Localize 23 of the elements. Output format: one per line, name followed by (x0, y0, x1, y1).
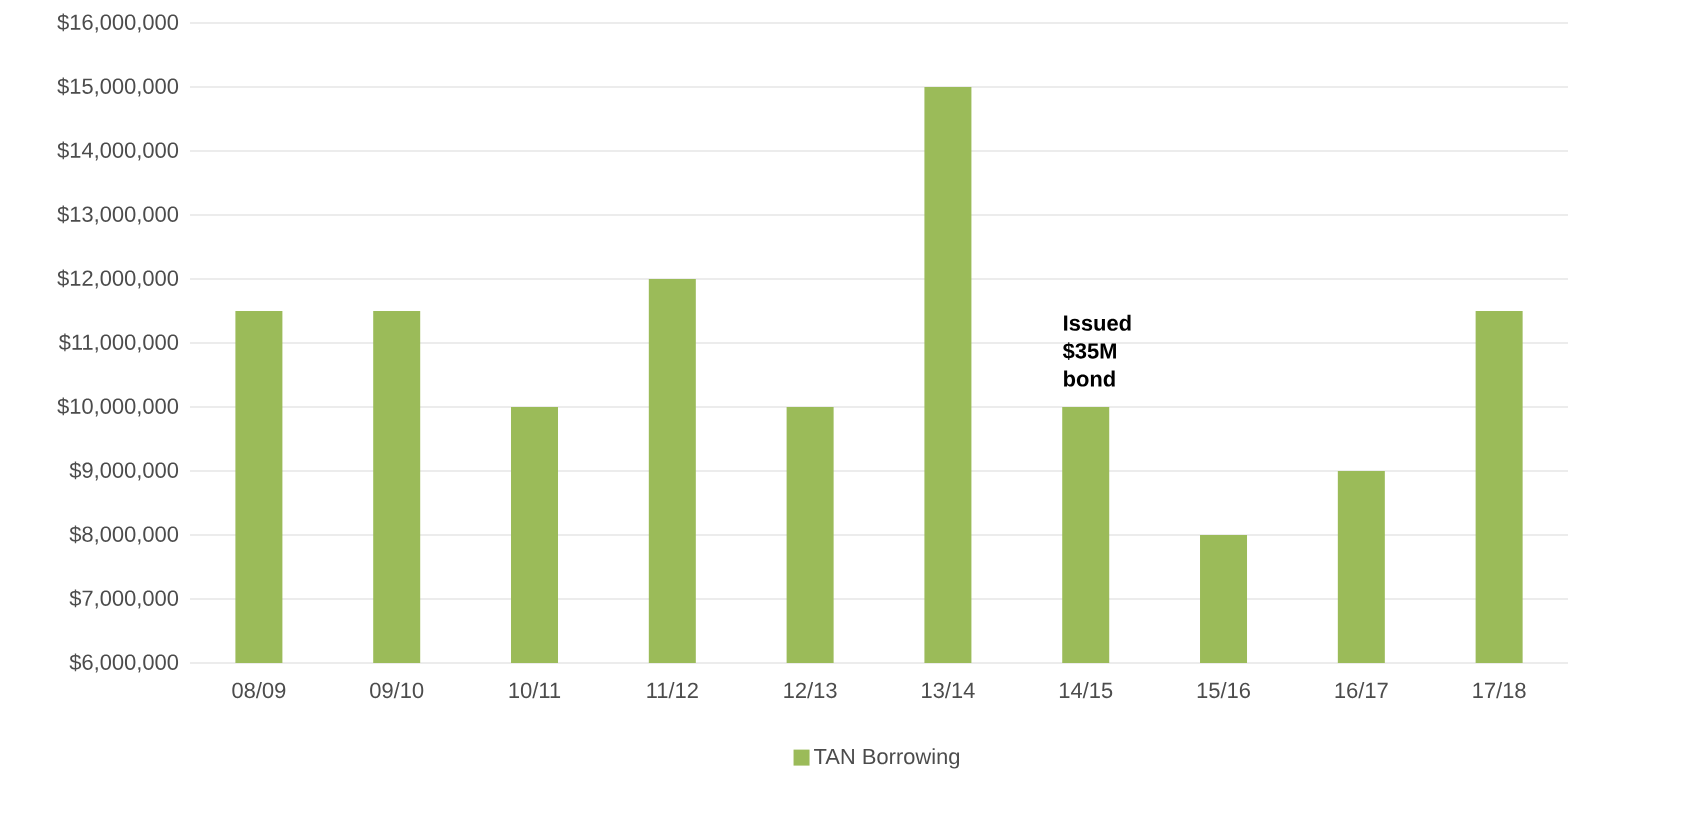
y-tick-label: $10,000,000 (57, 397, 179, 417)
y-tick-label: $13,000,000 (57, 205, 179, 225)
y-tick-label: $7,000,000 (69, 589, 179, 609)
y-tick-label: $14,000,000 (57, 141, 179, 161)
x-tick-label: 11/12 (647, 682, 698, 699)
y-tick-label: $8,000,000 (69, 525, 179, 545)
y-tick-label: $15,000,000 (57, 77, 179, 97)
x-tick-label: 16/17 (1335, 682, 1388, 699)
x-tick-label: 10/11 (509, 682, 561, 699)
x-tick-label: 08/09 (232, 682, 286, 699)
y-tick-label: $6,000,000 (69, 653, 179, 673)
x-tick-label: 09/10 (370, 682, 424, 699)
y-tick-label: $16,000,000 (57, 13, 179, 33)
y-tick-label: $11,000,000 (58, 333, 179, 353)
x-tick-label: 17/18 (1473, 682, 1526, 699)
y-tick-label: $9,000,000 (69, 461, 179, 481)
x-tick-label: 14/15 (1059, 682, 1113, 699)
legend-label: TAN Borrowing (814, 748, 960, 769)
annotation: Issued $35M bond (1062, 314, 1131, 387)
x-tick-label: 15/16 (1197, 682, 1250, 699)
x-tick-label: 13/14 (922, 682, 975, 699)
x-tick-label: 12/13 (784, 682, 837, 699)
y-tick-label: $12,000,000 (57, 269, 179, 289)
